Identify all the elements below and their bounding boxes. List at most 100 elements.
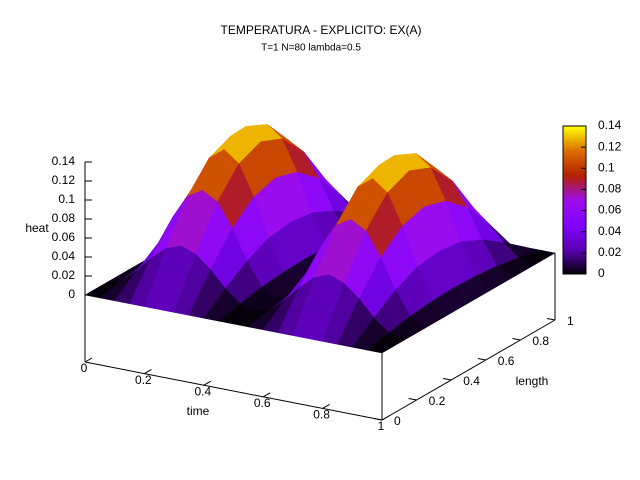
z-tick-label: 0.06	[52, 230, 76, 244]
colorbar-segment	[563, 150, 586, 153]
colorbar-segment	[563, 252, 586, 255]
colorbar-segment	[563, 226, 586, 229]
colorbar-segment	[563, 220, 586, 223]
z-tick-label: 0.1	[58, 192, 75, 206]
colorbar-segment	[563, 184, 586, 187]
colorbar-segment	[563, 198, 586, 201]
colorbar-segment	[563, 232, 586, 235]
y-axis-label: length	[516, 374, 549, 388]
y-tick	[512, 338, 521, 341]
colorbar-segment	[563, 270, 586, 273]
colorbar-segment	[563, 132, 586, 135]
colorbar-tick-label: 0.06	[598, 203, 622, 217]
colorbar-segment	[563, 138, 586, 141]
colorbar-segment	[563, 238, 586, 241]
colorbar-segment	[563, 246, 586, 249]
colorbar-segment	[563, 222, 586, 225]
colorbar-segment	[563, 248, 586, 251]
colorbar-segment	[563, 188, 586, 191]
x-tick	[381, 415, 390, 421]
colorbar-segment	[563, 178, 586, 181]
colorbar-segment	[563, 210, 586, 213]
colorbar-segment	[563, 272, 586, 275]
colorbar-segment	[563, 206, 586, 209]
colorbar-segment	[563, 244, 586, 247]
axis-line	[381, 319, 556, 421]
z-axis-label: heat	[25, 221, 49, 235]
colorbar-segment	[563, 204, 586, 207]
colorbar-segment	[563, 182, 586, 185]
colorbar-segment	[563, 258, 586, 261]
colorbar-segment	[563, 224, 586, 227]
colorbar-segment	[563, 190, 586, 193]
colorbar-segment	[563, 166, 586, 169]
x-tick-label: 0.4	[194, 384, 211, 398]
z-tick-label: 0.02	[52, 268, 76, 282]
colorbar-segment	[563, 158, 586, 161]
x-axis-label: time	[187, 404, 210, 418]
colorbar-frame	[562, 125, 587, 275]
colorbar-segment	[563, 268, 586, 271]
z-tick-label: 0.14	[52, 154, 76, 168]
colorbar-segment	[563, 162, 586, 165]
colorbar-segment	[563, 144, 586, 147]
x-tick-label: 0.8	[313, 408, 330, 422]
y-tick-label: 0.6	[498, 354, 515, 368]
colorbar-segment	[563, 154, 586, 157]
colorbar-segment	[563, 186, 586, 189]
colorbar-segment	[563, 140, 586, 143]
x-tick-label: 0	[81, 361, 88, 375]
x-tick	[203, 380, 212, 386]
colorbar-segment	[563, 142, 586, 145]
colorbar-tick-label: 0.08	[598, 182, 622, 196]
colorbar-segment	[563, 212, 586, 215]
colorbar-segment	[563, 230, 586, 233]
colorbar-segment	[563, 200, 586, 203]
colorbar-segment	[563, 176, 586, 179]
x-tick	[322, 403, 330, 409]
colorbar-segment	[563, 196, 586, 199]
colorbar-segment	[563, 170, 586, 173]
colorbar-segment	[563, 192, 586, 195]
colorbar-segment	[563, 172, 586, 175]
colorbar-segment	[563, 260, 586, 263]
colorbar-segment	[563, 256, 586, 259]
colorbar-segment	[563, 208, 586, 211]
z-tick-label: 0	[68, 287, 75, 301]
colorbar-segment	[563, 164, 586, 167]
colorbar-segment	[563, 168, 586, 171]
colorbar-segment	[563, 136, 586, 139]
colorbar-segment	[563, 228, 586, 231]
x-tick-label: 0.2	[135, 373, 152, 387]
colorbar-tick-label: 0	[598, 266, 605, 280]
colorbar-segment	[563, 148, 586, 151]
colorbar-segment	[563, 214, 586, 217]
y-tick	[373, 418, 383, 421]
y-tick	[477, 358, 486, 361]
x-tick-label: 0.6	[254, 396, 271, 410]
colorbar-segment	[563, 180, 586, 183]
colorbar-segment	[563, 146, 586, 149]
colorbar-segment	[563, 216, 586, 219]
y-tick-label: 0.8	[532, 334, 549, 348]
x-tick	[144, 369, 152, 375]
z-tick-label: 0.04	[52, 249, 76, 263]
colorbar-segment	[563, 236, 586, 239]
colorbar-segment	[563, 266, 586, 269]
axis-line	[84, 361, 383, 421]
x-tick	[84, 357, 93, 363]
z-tick-label: 0.12	[52, 173, 76, 187]
y-tick-label: 0	[394, 414, 401, 428]
colorbar-segment	[563, 134, 586, 137]
colorbar-segment	[563, 152, 586, 155]
colorbar-segment	[563, 126, 586, 129]
colorbar-segment	[563, 174, 586, 177]
chart-title: TEMPERATURA - EXPLICITO: EX(A)	[221, 23, 422, 37]
colorbar-segment	[563, 264, 586, 267]
colorbar-tick-label: 0.02	[598, 245, 622, 259]
y-tick	[546, 318, 556, 321]
colorbar-segment	[563, 242, 586, 245]
chart-subtitle: T=1 N=80 lambda=0.5	[261, 43, 361, 54]
z-tick-label: 0.08	[52, 211, 76, 225]
colorbar-segment	[563, 156, 586, 159]
